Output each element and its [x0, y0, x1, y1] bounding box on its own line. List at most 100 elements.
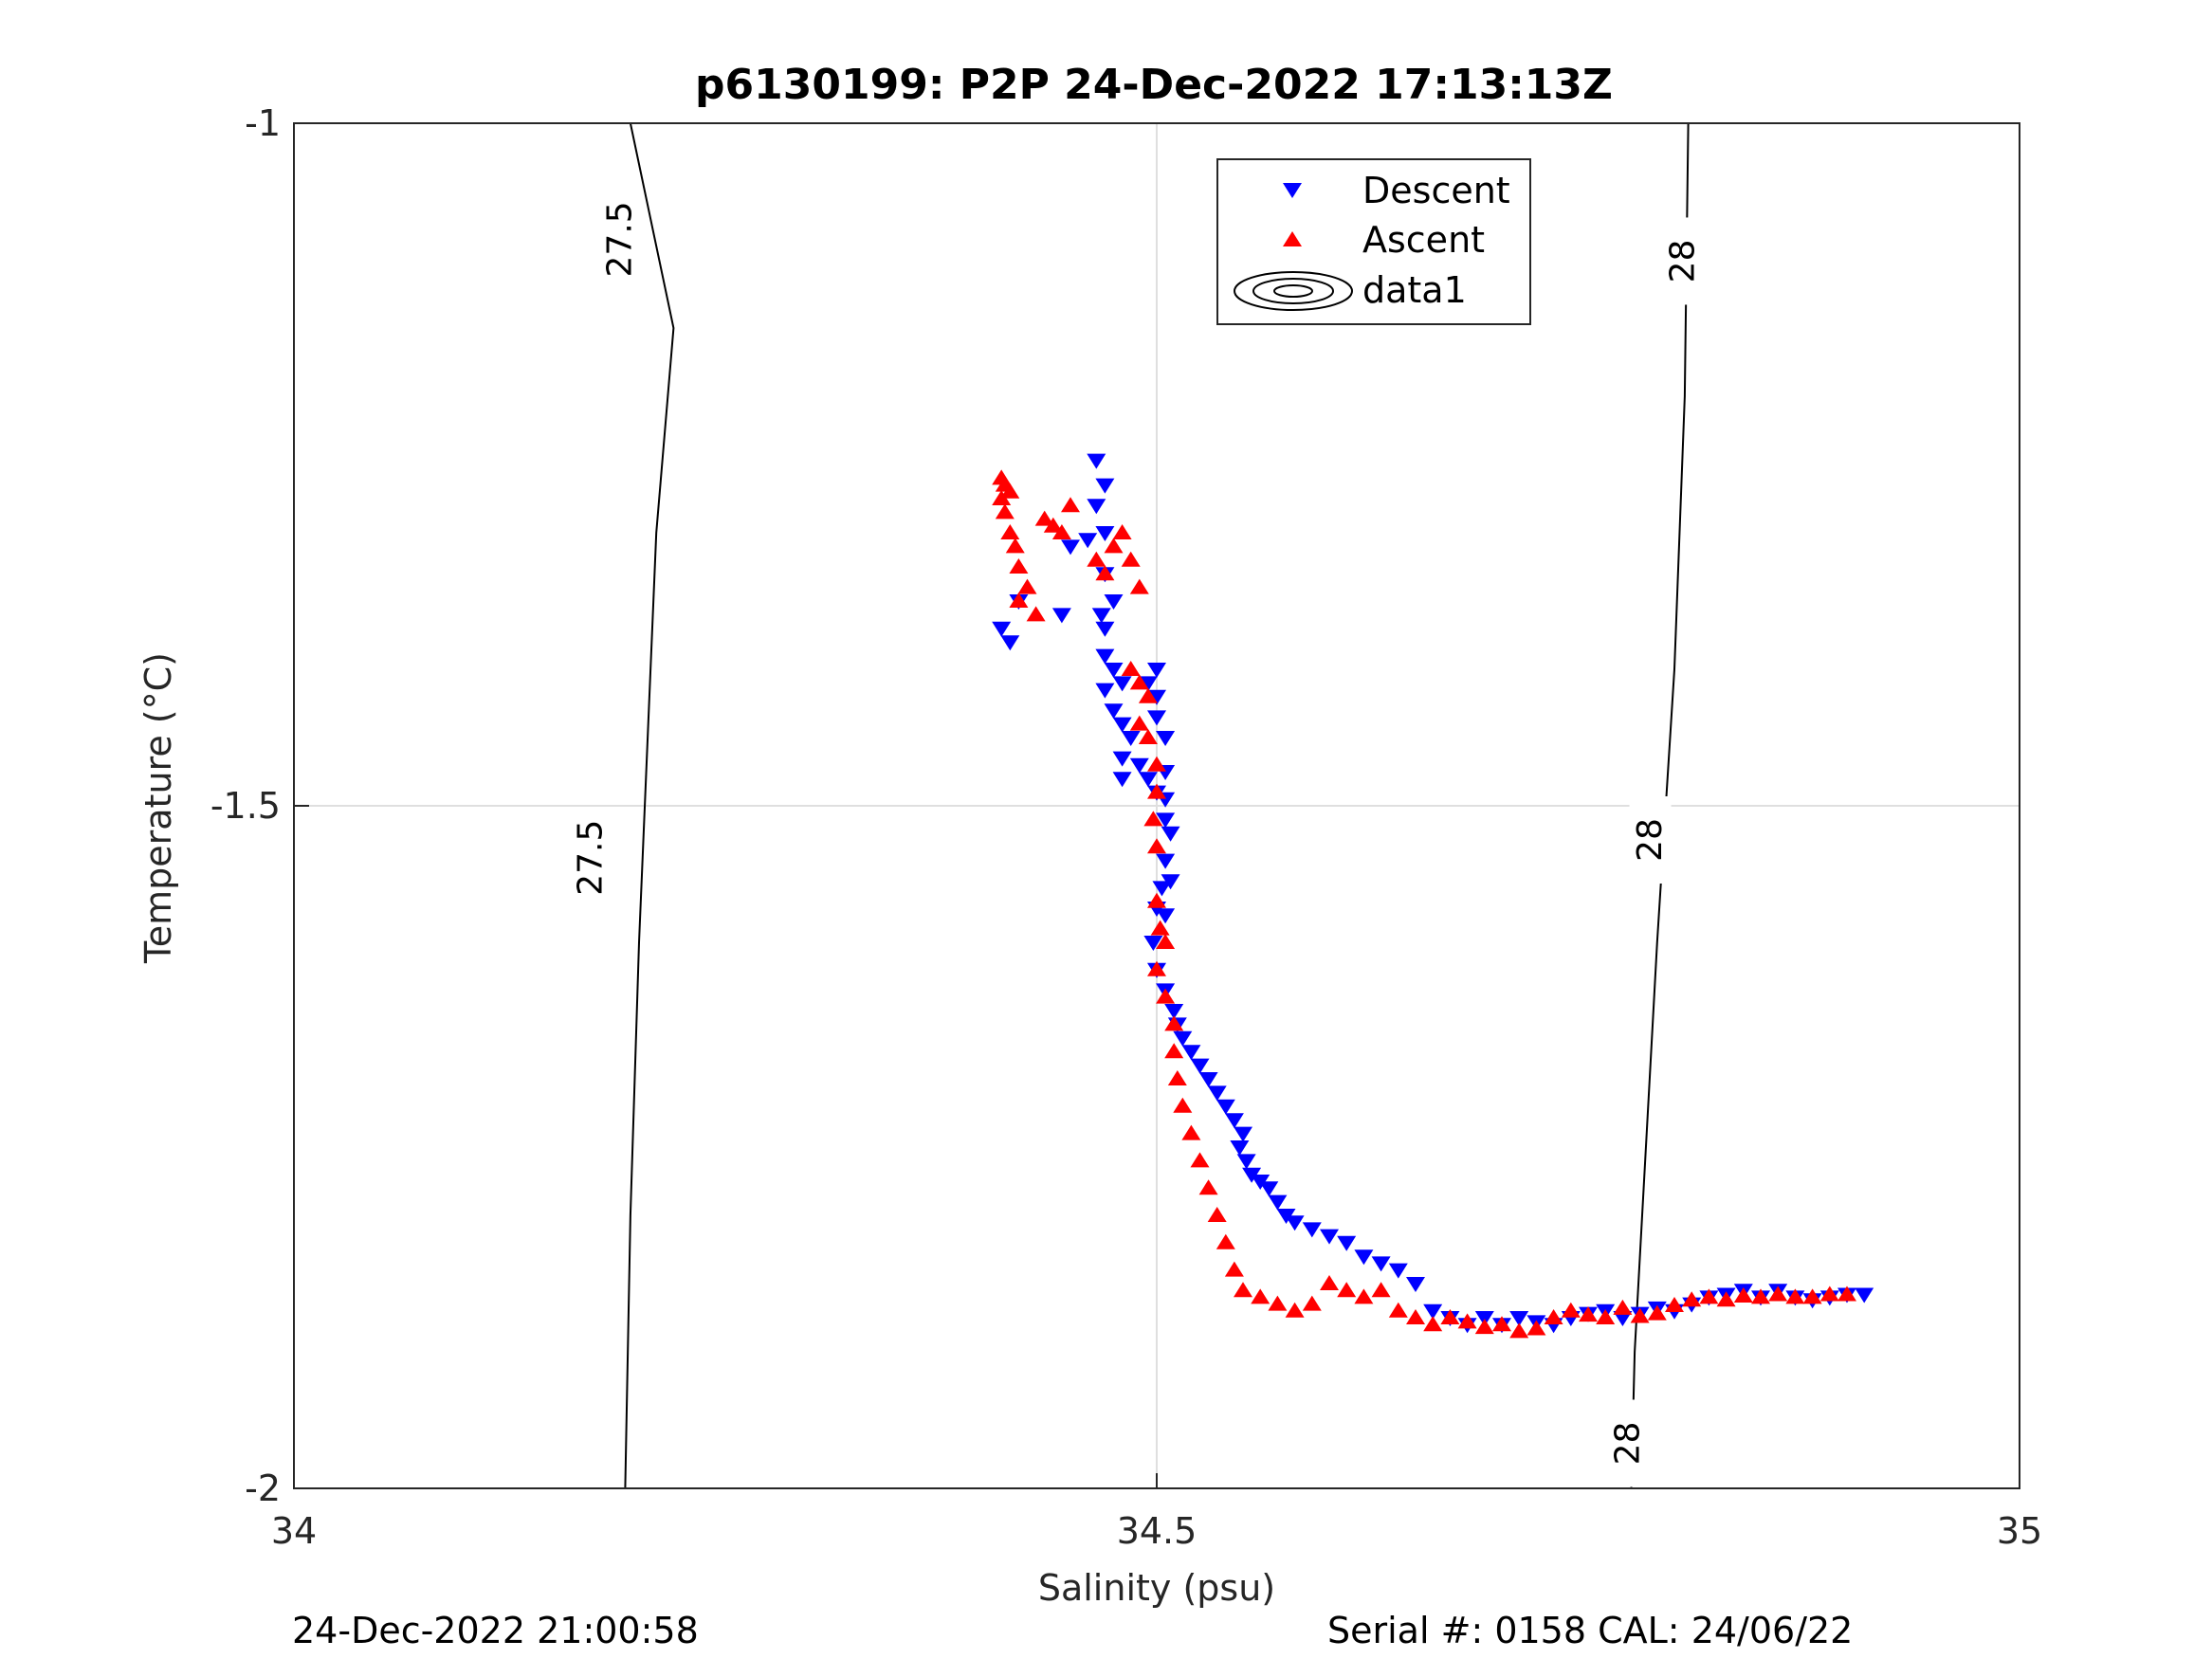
descent-point	[1095, 683, 1115, 699]
ascent-point	[1129, 674, 1149, 690]
legend-contour-label: data1	[1362, 269, 1467, 311]
ascent-point	[1802, 1288, 1822, 1304]
ascent-point	[1354, 1288, 1374, 1304]
ascent-point	[1156, 934, 1176, 949]
descent-point	[1147, 663, 1166, 678]
ascent-point	[1112, 524, 1132, 539]
ascent-point	[1544, 1309, 1563, 1324]
ascent-point	[1251, 1288, 1271, 1304]
descent-point	[1216, 1099, 1235, 1115]
footer-timestamp: 24-Dec-2022 21:00:58	[292, 1610, 699, 1651]
ascent-point	[1630, 1307, 1650, 1323]
ascent-point	[1095, 565, 1115, 581]
ascent-point	[995, 503, 1015, 520]
ascent-point	[1371, 1282, 1391, 1298]
ascent-point	[1751, 1288, 1770, 1304]
ascent-point	[1026, 606, 1046, 622]
contour-label-background	[598, 195, 641, 283]
descent-point	[1104, 594, 1124, 610]
descent-point	[1156, 908, 1176, 924]
ascent-point	[1087, 551, 1106, 567]
contour-label-background	[1606, 1399, 1649, 1487]
descent-point	[1388, 1263, 1408, 1279]
ascent-point	[1716, 1291, 1736, 1307]
legend-contour-icon	[1234, 271, 1353, 311]
descent-point	[1087, 453, 1106, 469]
descent-point	[1095, 526, 1115, 541]
x-tick-label: 34.5	[1117, 1510, 1197, 1552]
ascent-point	[992, 490, 1012, 505]
ascent-point	[1034, 510, 1054, 526]
ascent-point	[1164, 1015, 1184, 1031]
ascent-point	[1207, 1207, 1227, 1222]
descent-point	[1285, 1215, 1305, 1231]
descent-point	[1138, 676, 1158, 692]
legend-descent-marker	[1283, 183, 1302, 198]
ascent-point	[1147, 960, 1166, 976]
x-tick-label: 34	[271, 1510, 317, 1552]
ascent-point	[1156, 988, 1176, 1004]
descent-point	[1095, 648, 1115, 665]
descent-point	[1147, 689, 1166, 705]
ascent-point	[1121, 661, 1141, 676]
descent-point	[1230, 1140, 1250, 1156]
descent-point	[1078, 533, 1098, 549]
descent-point	[1371, 1256, 1391, 1272]
ascent-point	[1138, 729, 1158, 744]
ascent-point	[1440, 1309, 1460, 1324]
ascent-point	[1150, 920, 1170, 936]
ascent-point	[1009, 558, 1029, 574]
descent-point	[1509, 1311, 1529, 1326]
ascent-point	[1216, 1233, 1235, 1249]
ascent-point	[1104, 538, 1124, 554]
ascent-point	[1596, 1309, 1616, 1324]
descent-point	[1147, 710, 1166, 726]
ascent-point	[1388, 1302, 1408, 1318]
legend-ascent-marker	[1283, 231, 1302, 246]
data-series	[992, 453, 1874, 1339]
legend: Descent Ascent data1	[1216, 158, 1531, 325]
y-tick-label: -2	[245, 1468, 281, 1509]
contour-label-background	[570, 813, 612, 902]
descent-point	[1121, 731, 1141, 746]
descent-point	[992, 621, 1012, 637]
ascent-point	[1647, 1304, 1667, 1321]
ascent-point	[1005, 538, 1025, 554]
descent-point	[1173, 1030, 1193, 1047]
contour-label-27.5: 27.5	[600, 201, 639, 277]
descent-point	[1320, 1229, 1339, 1245]
descent-point	[1224, 1113, 1244, 1129]
ascent-point	[1579, 1306, 1598, 1322]
ascent-point	[1000, 483, 1020, 499]
ascent-point	[1768, 1285, 1788, 1302]
ascent-point	[1613, 1299, 1633, 1315]
contour-label-28: 28	[1664, 240, 1703, 283]
descent-point	[1156, 731, 1176, 746]
descent-point	[1104, 663, 1124, 678]
y-tick-label: -1.5	[210, 785, 281, 827]
descent-point	[1152, 881, 1172, 897]
ascent-point	[1509, 1322, 1529, 1339]
ascent-point	[1699, 1288, 1719, 1304]
contour-label-28: 28	[1631, 818, 1670, 862]
contour-label-28: 28	[1608, 1422, 1647, 1466]
descent-point	[1104, 703, 1124, 720]
ascent-point	[1167, 1070, 1187, 1085]
ascent-point	[1173, 1097, 1193, 1113]
descent-point	[1112, 772, 1132, 788]
ascent-point	[1337, 1282, 1357, 1298]
ascent-point	[1457, 1313, 1477, 1329]
contour-label-background	[1662, 217, 1705, 305]
ascent-point	[1147, 838, 1166, 854]
descent-point	[1112, 676, 1132, 692]
y-axis-label: Temperature (°C)	[137, 652, 179, 964]
ascent-point	[1147, 783, 1166, 799]
ascent-point	[1733, 1286, 1753, 1303]
ascent-point	[1051, 524, 1071, 539]
descent-point	[1613, 1311, 1633, 1326]
ascent-point	[1198, 1179, 1218, 1195]
descent-point	[1855, 1287, 1874, 1304]
chart-title: p6130199: P2P 24-Dec-2022 17:13:13Z	[695, 61, 1613, 109]
ascent-point	[1164, 1043, 1184, 1059]
descent-point	[1156, 853, 1176, 869]
